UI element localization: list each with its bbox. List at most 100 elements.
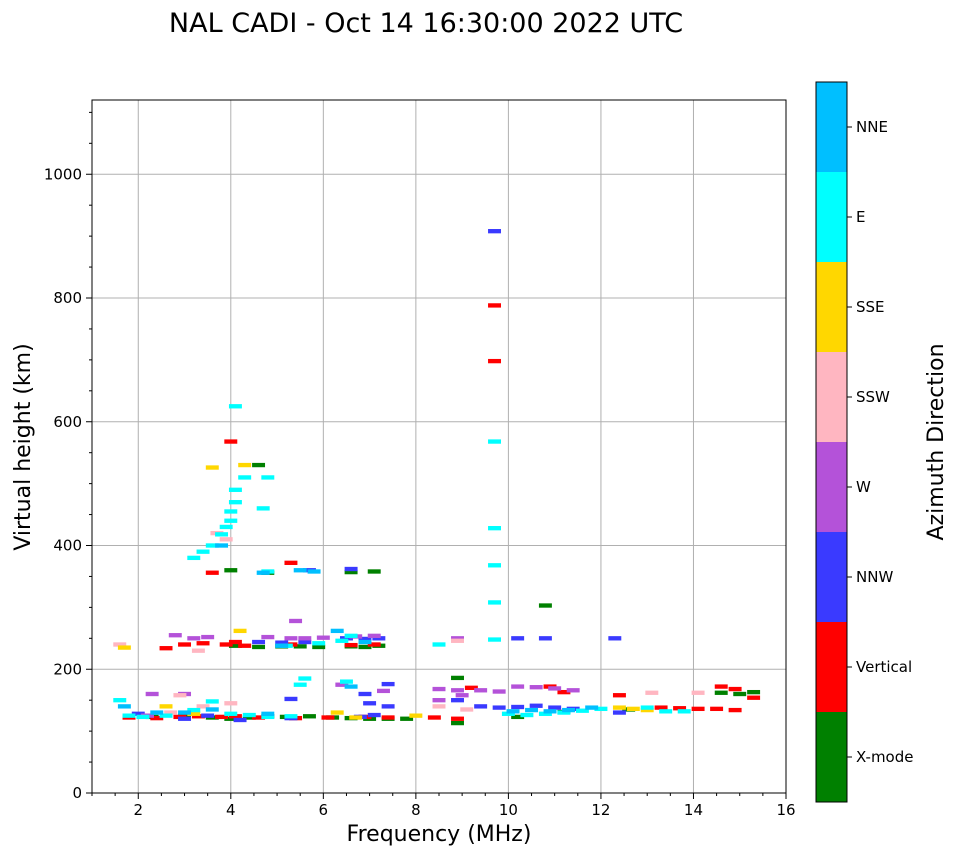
data-point-e [538, 711, 552, 716]
data-point-e [187, 707, 201, 713]
data-point-nnw [339, 636, 353, 641]
data-point-w [298, 636, 312, 641]
data-point-ssw [113, 642, 127, 647]
data-point-sse [205, 465, 219, 470]
data-point-w [289, 618, 303, 624]
data-point-w [451, 636, 464, 641]
data-point-nne [525, 707, 539, 713]
colorbar-tick-label: NNW [856, 568, 893, 586]
colorbar-segment [816, 442, 847, 532]
data-point-x-mode [451, 675, 464, 681]
data-point-e [284, 714, 298, 719]
data-point-e [228, 500, 242, 505]
data-point-e [312, 641, 326, 646]
data-point-nnw [529, 703, 543, 708]
data-point-ssw [219, 537, 233, 542]
colorbar-frame [815, 81, 848, 803]
colorbar-segment [816, 82, 847, 172]
data-point-nne [307, 569, 321, 574]
data-point-nnw [344, 566, 358, 572]
data-point-ssw [432, 704, 446, 709]
data-point-nne [562, 707, 576, 713]
data-point-e [228, 404, 242, 409]
data-point-sse [409, 713, 423, 718]
data-point-nnw [538, 636, 552, 641]
data-point-x-mode [224, 568, 238, 573]
data-point-x-mode [293, 644, 307, 649]
data-point-nnw [284, 696, 298, 702]
data-point-e [205, 543, 219, 548]
data-point-sse [626, 706, 640, 712]
colorbar-tick-label: W [856, 478, 871, 496]
data-point-x-mode [312, 644, 326, 650]
data-point-e [196, 549, 210, 554]
data-point-nnw [252, 639, 266, 645]
y-tick-label: 800 [53, 289, 82, 307]
y-axis-ticks: 0 200 400 600 800 1000 [44, 111, 92, 802]
x-tick-label: 14 [684, 801, 703, 819]
data-point-vertical [284, 560, 298, 565]
data-point-nne [117, 704, 131, 709]
data-point-vertical [219, 642, 233, 647]
colorbar-tick-label: SSE [856, 298, 885, 316]
data-point-nnw [233, 717, 247, 723]
data-point-ssw [191, 648, 205, 653]
data-point-vertical [612, 693, 626, 698]
data-point-e [575, 708, 589, 713]
y-axis-label: Virtual height (km) [11, 343, 36, 550]
data-point-vertical [252, 715, 266, 720]
data-point-w [201, 634, 215, 640]
data-point-ssw [645, 690, 659, 695]
data-point-ssw [460, 707, 474, 712]
colorbar-tick-label: SSW [856, 388, 890, 406]
data-point-vertical [150, 715, 164, 721]
colorbar: X-mode Vertical NNW W SSW SSE E NNE [815, 81, 913, 803]
data-point-vertical [205, 570, 219, 575]
data-point-vertical [238, 643, 252, 648]
data-point-e [136, 714, 150, 720]
data-point-w [284, 636, 298, 641]
data-point-nnw [492, 705, 506, 710]
data-point-ssw [451, 638, 464, 643]
data-point-e [159, 713, 173, 718]
data-point-w [432, 698, 446, 703]
data-point-nnw [363, 701, 377, 706]
data-point-w [455, 693, 469, 698]
chart-title: NAL CADI - Oct 14 16:30:00 2022 UTC [169, 8, 683, 39]
data-point-ssw [173, 693, 187, 698]
x-tick-label: 6 [319, 801, 329, 819]
data-point-nne [293, 568, 307, 573]
data-points [113, 229, 761, 726]
colorbar-segment [816, 352, 847, 442]
data-point-e [432, 642, 446, 647]
data-point-w [474, 688, 488, 693]
data-point-nnw [511, 636, 525, 641]
data-point-e [187, 555, 201, 561]
data-point-w [261, 634, 275, 640]
data-point-vertical [488, 303, 501, 308]
data-point-nnw [275, 640, 289, 645]
data-point-w [335, 682, 349, 687]
data-point-ssw [691, 690, 705, 695]
data-point-ssw [196, 704, 210, 709]
data-point-e [488, 637, 501, 642]
data-point-sse [233, 628, 247, 634]
data-point-e [488, 439, 501, 444]
data-point-vertical [557, 689, 571, 695]
data-point-vertical [228, 639, 242, 645]
colorbar-segment [816, 172, 847, 262]
data-point-nne [506, 709, 520, 714]
colorbar-tick-label: E [856, 208, 865, 226]
data-point-vertical [191, 714, 205, 719]
data-point-vertical [344, 642, 358, 648]
data-point-e [261, 475, 275, 480]
data-point-nne [330, 628, 344, 634]
data-point-nne [358, 639, 372, 645]
data-point-nnw [367, 712, 381, 718]
data-point-nnw [131, 711, 145, 716]
colorbar-tick-label: Vertical [856, 658, 912, 676]
data-point-nnw [358, 691, 372, 697]
data-point-e [298, 676, 312, 681]
data-point-x-mode [538, 603, 552, 608]
data-point-nnw [451, 698, 464, 703]
